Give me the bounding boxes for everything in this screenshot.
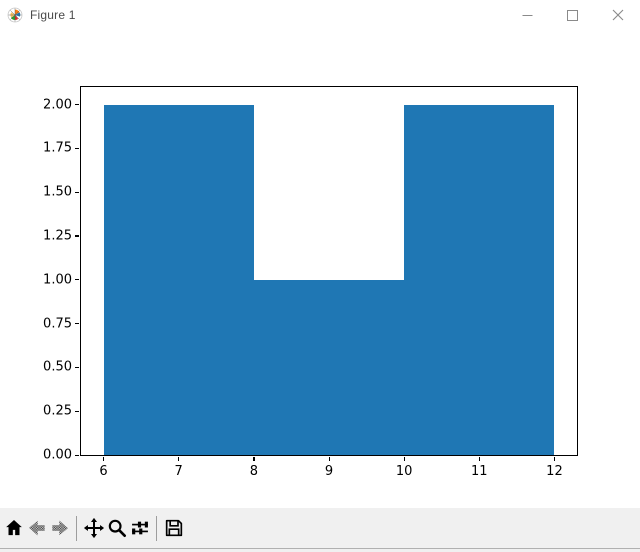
back-arrow-icon [28, 520, 45, 536]
x-axis-tick [103, 457, 105, 461]
y-axis-tick-label: 1.50 [43, 184, 72, 200]
x-axis-tick [478, 457, 480, 461]
toolbar-back-button[interactable] [25, 513, 48, 543]
titlebar[interactable]: Figure 1 [0, 0, 640, 30]
y-axis-tick-label: 1.75 [43, 140, 72, 156]
home-icon [5, 520, 22, 536]
x-axis-tick-label: 6 [99, 464, 108, 479]
y-axis-tick [75, 191, 79, 193]
x-axis-tick-label: 8 [249, 464, 258, 479]
y-axis-tick-label: 0.00 [43, 447, 72, 463]
x-axis-tick-label: 7 [174, 464, 183, 479]
toolbar-home-button[interactable] [2, 513, 25, 543]
y-axis-tick [75, 454, 79, 456]
toolbar-divider [0, 548, 640, 549]
x-axis-tick-label: 9 [324, 464, 334, 479]
y-axis-tick-label: 2.00 [43, 97, 72, 113]
forward-arrow-icon [51, 520, 68, 536]
y-axis-tick-label: 0.75 [43, 316, 72, 332]
figure-canvas[interactable]: 6 7 8 9 10 11 12 0.00 0.25 0.50 0.75 1.00 1.25 1.50 1.… [0, 30, 640, 508]
y-axis-tick [75, 104, 79, 106]
y-axis-tick [75, 235, 79, 237]
navigation-toolbar [0, 508, 640, 552]
y-axis-tick [75, 366, 79, 369]
toolbar-save-button[interactable] [162, 513, 185, 543]
toolbar-zoom-to-rect-button[interactable] [105, 513, 128, 543]
histogram-bar [103, 104, 254, 455]
toolbar-buttons [2, 512, 185, 544]
axes: 6 7 8 9 10 11 12 0.00 0.25 0.50 0.75 1.00 1.25 1.50 1.… [43, 86, 578, 479]
window-title: Figure 1 [30, 8, 76, 22]
sliders-icon [131, 521, 148, 535]
maximize-button[interactable] [550, 0, 595, 30]
x-axis-tick-label: 10 [395, 464, 413, 479]
x-axis-tick-label: 12 [546, 464, 563, 479]
histogram-bar [404, 104, 555, 455]
minimize-button[interactable] [505, 0, 550, 30]
minimize-icon [522, 14, 533, 16]
x-axis-tick [253, 457, 255, 461]
x-axis-tick [403, 457, 405, 461]
y-axis-tick-label: 0.25 [43, 403, 72, 419]
maximize-icon [567, 9, 578, 21]
toolbar-separator [156, 515, 157, 541]
pan-move-icon [83, 517, 104, 539]
histogram-bar [253, 279, 405, 455]
matplotlib-logo-icon [7, 7, 23, 23]
close-icon [612, 9, 623, 21]
x-axis-tick [178, 457, 180, 461]
toolbar-separator [76, 515, 77, 541]
toolbar-pan-button[interactable] [82, 513, 105, 543]
x-axis-tick-label: 11 [471, 464, 488, 479]
y-axis-tick-label: 1.25 [43, 228, 72, 244]
y-axis-tick [75, 410, 79, 412]
window-controls [505, 0, 640, 30]
y-axis-tick-label: 0.50 [43, 359, 72, 375]
y-axis-tick [75, 279, 79, 281]
toolbar-configure-subplots-button[interactable] [128, 513, 151, 543]
save-floppy-icon [165, 519, 182, 537]
y-axis-tick [75, 147, 79, 150]
close-button[interactable] [595, 0, 640, 30]
y-axis-tick [75, 323, 79, 325]
zoom-rect-icon [108, 519, 126, 537]
x-axis-tick [553, 457, 556, 461]
x-axis-tick [328, 457, 330, 461]
toolbar-forward-button[interactable] [48, 513, 71, 543]
y-axis-tick-label: 1.00 [43, 272, 72, 288]
